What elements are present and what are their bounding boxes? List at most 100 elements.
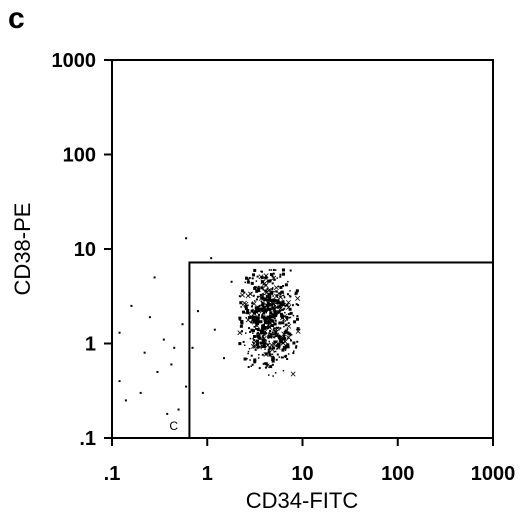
data-point bbox=[281, 331, 287, 337]
data-point bbox=[252, 342, 255, 345]
data-point bbox=[261, 329, 264, 332]
data-point bbox=[278, 294, 284, 300]
data-point bbox=[263, 328, 266, 331]
data-point bbox=[282, 294, 285, 297]
data-point bbox=[244, 305, 248, 309]
data-point bbox=[162, 338, 165, 341]
data-point bbox=[253, 359, 257, 363]
data-point bbox=[255, 339, 258, 342]
data-point bbox=[286, 358, 289, 361]
data-point bbox=[256, 332, 259, 335]
data-point bbox=[250, 354, 253, 357]
data-point bbox=[277, 305, 281, 309]
data-point bbox=[268, 346, 272, 350]
data-point bbox=[269, 309, 272, 312]
data-point bbox=[278, 329, 280, 331]
data-point bbox=[265, 332, 268, 335]
data-point bbox=[153, 276, 156, 279]
data-point bbox=[261, 295, 264, 298]
data-point bbox=[238, 316, 242, 320]
y-tick-label: 1 bbox=[85, 334, 96, 356]
data-point bbox=[275, 344, 278, 346]
data-point bbox=[275, 358, 278, 361]
data-point bbox=[239, 292, 245, 298]
data-point bbox=[268, 269, 271, 271]
data-point bbox=[263, 338, 266, 341]
data-point bbox=[285, 356, 287, 359]
data-point bbox=[273, 290, 275, 293]
data-point bbox=[239, 301, 243, 305]
data-point bbox=[282, 356, 284, 359]
data-point bbox=[118, 380, 121, 383]
data-point bbox=[266, 343, 269, 346]
data-point bbox=[269, 365, 273, 369]
data-point bbox=[269, 311, 273, 315]
data-point bbox=[139, 391, 142, 394]
data-point bbox=[249, 359, 251, 361]
data-point bbox=[255, 307, 258, 310]
data-point bbox=[244, 312, 246, 314]
data-point bbox=[252, 337, 254, 340]
data-point bbox=[287, 336, 289, 338]
chart-marks: C bbox=[118, 237, 494, 439]
data-point bbox=[253, 294, 255, 297]
data-point bbox=[275, 328, 278, 331]
data-point bbox=[279, 275, 282, 278]
data-point bbox=[267, 348, 270, 351]
data-point bbox=[296, 340, 299, 343]
data-point bbox=[271, 288, 274, 291]
data-point bbox=[243, 357, 247, 361]
data-point bbox=[284, 320, 287, 322]
data-point bbox=[260, 304, 263, 307]
data-point bbox=[270, 279, 272, 281]
data-point bbox=[263, 331, 266, 334]
data-point bbox=[279, 340, 283, 344]
data-point bbox=[258, 367, 261, 370]
data-point bbox=[258, 313, 261, 316]
data-point bbox=[273, 278, 276, 281]
data-point bbox=[264, 341, 266, 344]
data-point bbox=[283, 325, 285, 328]
data-point bbox=[264, 322, 266, 324]
data-point bbox=[242, 340, 245, 343]
data-point bbox=[267, 335, 270, 337]
data-point bbox=[282, 321, 285, 324]
data-point bbox=[275, 326, 278, 329]
data-point bbox=[259, 295, 262, 297]
data-point bbox=[267, 279, 271, 283]
data-point bbox=[282, 272, 286, 276]
data-point bbox=[250, 365, 252, 367]
data-point bbox=[284, 304, 287, 307]
data-point bbox=[271, 319, 275, 323]
data-point bbox=[275, 290, 278, 293]
data-point bbox=[253, 358, 257, 362]
data-point bbox=[255, 289, 259, 293]
data-point bbox=[282, 336, 286, 340]
data-point bbox=[278, 356, 281, 358]
data-point bbox=[268, 353, 272, 357]
data-point bbox=[181, 323, 184, 326]
data-point bbox=[262, 332, 265, 334]
data-point bbox=[262, 318, 265, 320]
data-point bbox=[264, 328, 267, 330]
data-point bbox=[278, 321, 282, 325]
data-point bbox=[266, 303, 270, 307]
data-point bbox=[265, 311, 268, 314]
data-point bbox=[283, 346, 287, 350]
data-point bbox=[240, 289, 244, 293]
data-point bbox=[267, 350, 271, 354]
data-point bbox=[257, 329, 260, 332]
data-point bbox=[259, 341, 263, 345]
data-point bbox=[166, 412, 169, 415]
data-point bbox=[295, 317, 299, 321]
data-point bbox=[281, 348, 285, 352]
y-tick-label: 10 bbox=[74, 239, 96, 261]
data-point bbox=[295, 289, 299, 293]
data-point bbox=[269, 329, 272, 332]
data-point bbox=[264, 362, 268, 366]
data-point bbox=[258, 353, 260, 356]
data-point bbox=[276, 311, 279, 314]
data-point bbox=[256, 322, 260, 326]
data-point bbox=[296, 327, 300, 331]
data-point bbox=[248, 316, 252, 320]
